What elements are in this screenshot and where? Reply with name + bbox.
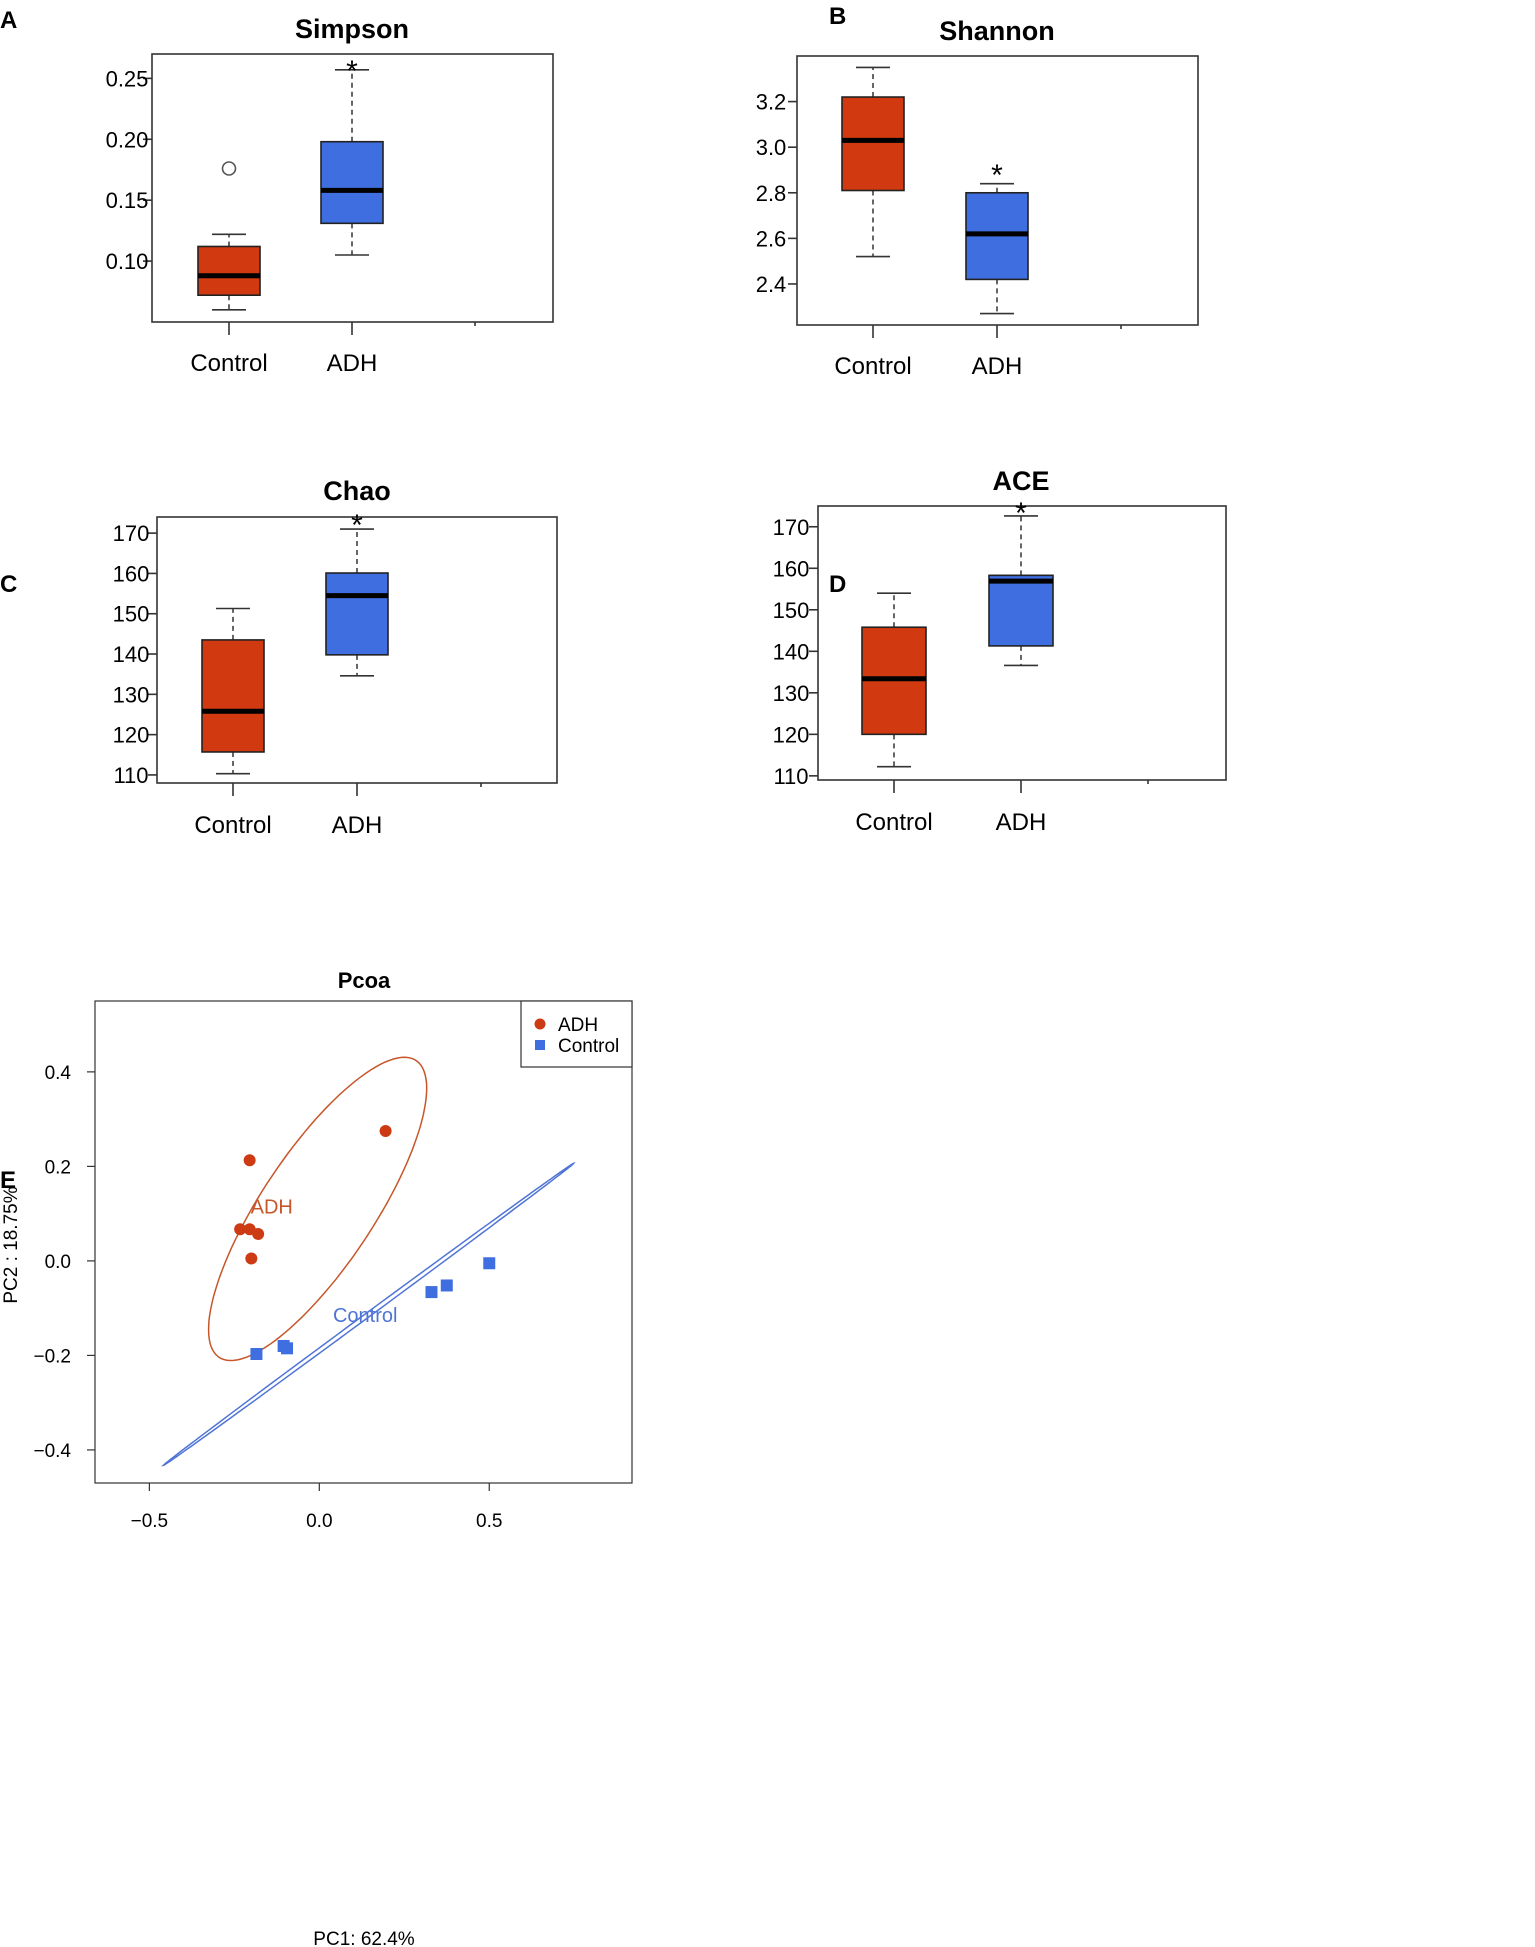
simpson-category-label: ADH <box>327 350 378 377</box>
chao-y-tick-label: 170 <box>113 521 150 546</box>
panel-label-b: B <box>829 3 846 30</box>
ace-plot-frame <box>817 505 1227 781</box>
chao-y-tick-label: 150 <box>113 602 150 627</box>
chao-y-tick-label: 120 <box>113 723 150 748</box>
ace-significance-star: * <box>1015 497 1027 530</box>
pcoa-y-tick-label: −0.2 <box>33 1346 71 1367</box>
pcoa-legend-control-label: Control <box>558 1036 619 1057</box>
simpson-y-tick-label: 0.20 <box>106 127 149 152</box>
ace-y-tick-label: 120 <box>773 722 810 747</box>
pcoa-adh-group-label: ADH <box>251 1197 293 1219</box>
simpson-title: Simpson <box>295 14 409 44</box>
ace-boxplot: ACE 110 120 130 140 150 160 170 Control ADH * <box>773 466 1227 836</box>
pcoa-x-tick-label: 0.0 <box>306 1511 332 1532</box>
pcoa-legend-box <box>520 1000 633 1068</box>
pcoa-adh-point <box>234 1223 247 1236</box>
pcoa-y-tick-label: 0.0 <box>45 1252 71 1273</box>
simpson-boxplot: Simpson 0.10 0.15 0.20 0.25 Control ADH * <box>106 14 554 377</box>
ace-category-label: ADH <box>996 809 1047 836</box>
chao-y-tick-label: 140 <box>113 642 150 667</box>
pcoa-control-ellipse <box>160 1161 576 1467</box>
pcoa-control-point <box>425 1286 438 1299</box>
simpson-control-box <box>197 245 261 297</box>
simpson-adh-box <box>320 140 384 225</box>
ace-y-tick-label: 110 <box>773 764 808 789</box>
pcoa-y-tick-label: 0.4 <box>45 1063 72 1084</box>
chao-y-tick-label: 130 <box>113 682 150 707</box>
simpson-y-tick-label: 0.10 <box>106 249 149 274</box>
chao-category-label: Control <box>194 812 271 839</box>
shannon-significance-star: * <box>991 159 1003 192</box>
shannon-control-box <box>841 96 905 192</box>
panel-label-e: E <box>0 1167 16 1194</box>
ace-y-tick-label: 130 <box>773 681 810 706</box>
ace-y-tick-label: 160 <box>773 556 810 581</box>
shannon-y-tick-label: 2.6 <box>756 226 787 251</box>
shannon-y-tick-label: 2.8 <box>756 181 787 206</box>
pcoa-control-point <box>281 1342 294 1355</box>
pcoa-x-axis-label: PC1: 62.4% <box>313 1929 414 1947</box>
simpson-y-tick-label: 0.25 <box>106 66 149 91</box>
pcoa-control-point <box>250 1347 263 1360</box>
panel-label-d: D <box>829 571 846 598</box>
shannon-category-label: Control <box>834 353 911 380</box>
simpson-control-outlier <box>221 161 237 176</box>
pcoa-adh-point <box>243 1154 256 1167</box>
ace-y-tick-label: 170 <box>773 515 810 540</box>
pcoa-control-group-label: Control <box>333 1305 397 1327</box>
pcoa-x-tick-label: −0.5 <box>131 1511 169 1532</box>
shannon-boxplot: Shannon 2.4 2.6 2.8 3.0 3.2 Control ADH * <box>756 16 1199 380</box>
pcoa-legend-adh-label: ADH <box>558 1015 598 1036</box>
simpson-significance-star: * <box>346 55 358 88</box>
ace-category-label: Control <box>855 809 932 836</box>
ace-adh-box <box>988 574 1054 647</box>
panel-label-c: C <box>0 571 17 598</box>
chao-adh-box <box>325 572 389 656</box>
panel-label-a: A <box>0 7 17 34</box>
pcoa-legend-adh-marker <box>534 1018 546 1030</box>
pcoa-control-point <box>483 1257 496 1270</box>
shannon-y-tick-label: 3.0 <box>756 135 787 160</box>
shannon-title: Shannon <box>939 16 1055 46</box>
shannon-y-tick-label: 3.2 <box>756 90 787 115</box>
chao-significance-star: * <box>351 509 363 542</box>
simpson-y-tick-label: 0.15 <box>106 188 149 213</box>
pcoa-title: Pcoa <box>338 968 391 993</box>
chao-title: Chao <box>323 476 391 506</box>
chao-y-tick-label: 160 <box>113 561 150 586</box>
ace-y-tick-label: 150 <box>773 598 810 623</box>
pcoa-control-point <box>440 1279 453 1292</box>
simpson-category-label: Control <box>190 350 267 377</box>
pcoa-scatter: Pcoa −0.4 −0.2 0.0 0.2 0.4 −0.5 0.0 0.5 PC1: 62.4… <box>1 968 633 1947</box>
pcoa-legend-control-marker <box>535 1040 545 1050</box>
pcoa-x-tick-label: 0.5 <box>476 1511 502 1532</box>
ace-y-tick-label: 140 <box>773 639 810 664</box>
pcoa-y-axis-label: PC2 : 18.75% <box>1 1186 22 1303</box>
ace-title: ACE <box>992 466 1049 496</box>
pcoa-y-tick-label: 0.2 <box>45 1157 71 1178</box>
chao-control-box <box>201 639 265 753</box>
pcoa-adh-point <box>379 1124 392 1137</box>
pcoa-plot-frame <box>94 1000 633 1484</box>
shannon-category-label: ADH <box>972 353 1023 380</box>
chao-boxplot: Chao 110 120 130 140 150 160 170 Control ADH * <box>113 476 558 839</box>
shannon-y-tick-label: 2.4 <box>756 272 787 297</box>
pcoa-adh-ellipse <box>207 1056 428 1362</box>
chao-y-tick-label: 110 <box>113 763 148 788</box>
pcoa-adh-point <box>252 1227 265 1240</box>
pcoa-adh-point <box>245 1252 258 1265</box>
pcoa-y-tick-label: −0.4 <box>33 1441 71 1462</box>
chao-category-label: ADH <box>332 812 383 839</box>
